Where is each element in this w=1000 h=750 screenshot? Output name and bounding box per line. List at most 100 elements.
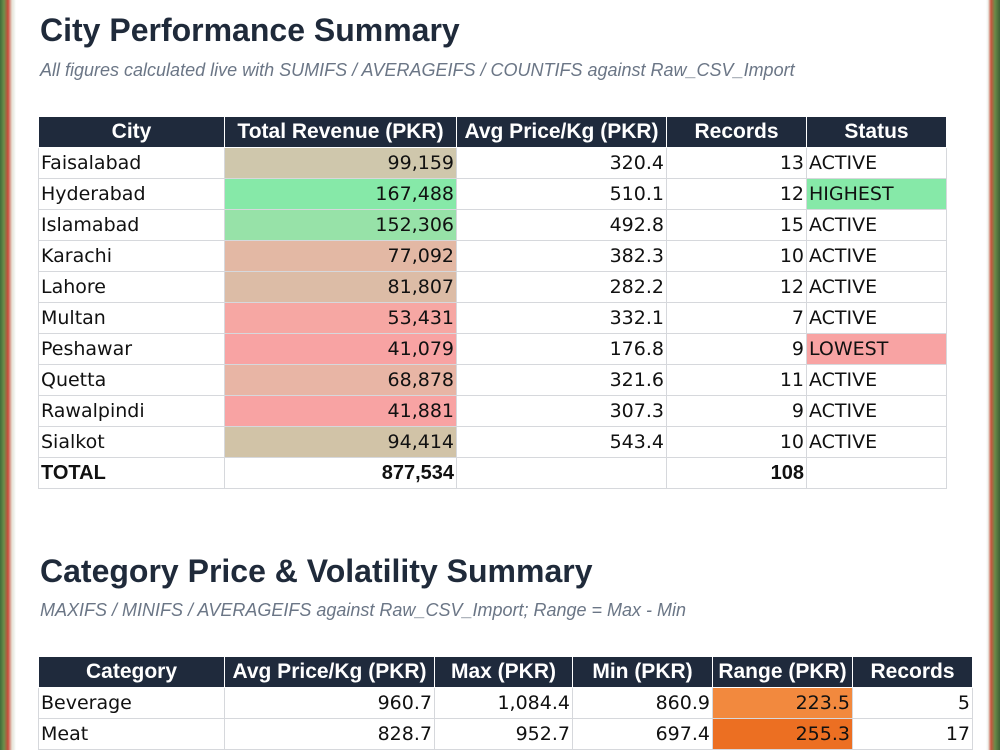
table-row: Rawalpindi 41,881 307.3 9 ACTIVE <box>38 395 947 427</box>
avg-price-cell[interactable]: 321.6 <box>456 364 667 396</box>
revenue-cell[interactable]: 81,807 <box>224 271 457 303</box>
header-category[interactable]: Category <box>38 656 225 688</box>
max-cell[interactable]: 1,084.4 <box>434 687 573 719</box>
records-cell[interactable]: 11 <box>666 364 807 396</box>
city-cell[interactable]: Lahore <box>38 271 225 303</box>
revenue-cell[interactable]: 53,431 <box>224 302 457 334</box>
header-cat-avg-price[interactable]: Avg Price/Kg (PKR) <box>224 656 435 688</box>
records-cell[interactable]: 10 <box>666 240 807 272</box>
status-cell[interactable]: ACTIVE <box>806 364 947 396</box>
avg-price-cell[interactable]: 543.4 <box>456 426 667 458</box>
city-summary-title: City Performance Summary <box>40 12 460 48</box>
header-records[interactable]: Records <box>666 116 807 148</box>
revenue-cell[interactable]: 94,414 <box>224 426 457 458</box>
records-cell[interactable]: 9 <box>666 395 807 427</box>
header-city[interactable]: City <box>38 116 225 148</box>
records-cell[interactable]: 13 <box>666 147 807 179</box>
revenue-cell[interactable]: 41,881 <box>224 395 457 427</box>
table-row: Meat 828.7 952.7 697.4 255.3 17 <box>38 718 973 750</box>
city-table-header-row: City Total Revenue (PKR) Avg Price/Kg (P… <box>38 116 947 148</box>
status-cell[interactable]: ACTIVE <box>806 209 947 241</box>
city-cell[interactable]: Karachi <box>38 240 225 272</box>
city-cell[interactable]: Hyderabad <box>38 178 225 210</box>
table-row: Peshawar 41,079 176.8 9 LOWEST <box>38 333 947 365</box>
city-cell[interactable]: Rawalpindi <box>38 395 225 427</box>
avg-price-cell[interactable]: 307.3 <box>456 395 667 427</box>
total-avg-cell[interactable] <box>456 457 667 489</box>
cat-avg-price-cell[interactable]: 960.7 <box>224 687 435 719</box>
avg-price-cell[interactable]: 176.8 <box>456 333 667 365</box>
status-cell[interactable]: ACTIVE <box>806 302 947 334</box>
header-max[interactable]: Max (PKR) <box>434 656 573 688</box>
table-row: Lahore 81,807 282.2 12 ACTIVE <box>38 271 947 303</box>
avg-price-cell[interactable]: 282.2 <box>456 271 667 303</box>
revenue-cell[interactable]: 99,159 <box>224 147 457 179</box>
table-row: Islamabad 152,306 492.8 15 ACTIVE <box>38 209 947 241</box>
city-cell[interactable]: Sialkot <box>38 426 225 458</box>
total-label-cell[interactable]: TOTAL <box>38 457 225 489</box>
table-row: Faisalabad 99,159 320.4 13 ACTIVE <box>38 147 947 179</box>
category-table-header-row: Category Avg Price/Kg (PKR) Max (PKR) Mi… <box>38 656 973 688</box>
cat-records-cell[interactable]: 5 <box>852 687 973 719</box>
revenue-cell[interactable]: 77,092 <box>224 240 457 272</box>
table-row: Multan 53,431 332.1 7 ACTIVE <box>38 302 947 334</box>
header-range[interactable]: Range (PKR) <box>712 656 853 688</box>
records-cell[interactable]: 12 <box>666 271 807 303</box>
status-cell[interactable]: ACTIVE <box>806 271 947 303</box>
spreadsheet-sheet: City Performance Summary All figures cal… <box>16 0 986 750</box>
header-min[interactable]: Min (PKR) <box>572 656 713 688</box>
table-row: Karachi 77,092 382.3 10 ACTIVE <box>38 240 947 272</box>
records-cell[interactable]: 15 <box>666 209 807 241</box>
total-status-cell[interactable] <box>806 457 947 489</box>
avg-price-cell[interactable]: 510.1 <box>456 178 667 210</box>
revenue-cell[interactable]: 167,488 <box>224 178 457 210</box>
header-avg-price[interactable]: Avg Price/Kg (PKR) <box>456 116 667 148</box>
city-summary-subtitle: All figures calculated live with SUMIFS … <box>40 60 795 80</box>
revenue-cell[interactable]: 41,079 <box>224 333 457 365</box>
table-row: Quetta 68,878 321.6 11 ACTIVE <box>38 364 947 396</box>
avg-price-cell[interactable]: 382.3 <box>456 240 667 272</box>
status-cell[interactable]: ACTIVE <box>806 240 947 272</box>
cat-avg-price-cell[interactable]: 828.7 <box>224 718 435 750</box>
records-cell[interactable]: 9 <box>666 333 807 365</box>
revenue-cell[interactable]: 152,306 <box>224 209 457 241</box>
city-cell[interactable]: Faisalabad <box>38 147 225 179</box>
records-cell[interactable]: 7 <box>666 302 807 334</box>
table-row: Beverage 960.7 1,084.4 860.9 223.5 5 <box>38 687 973 719</box>
table-row: Hyderabad 167,488 510.1 12 HIGHEST <box>38 178 947 210</box>
status-cell[interactable]: ACTIVE <box>806 395 947 427</box>
avg-price-cell[interactable]: 492.8 <box>456 209 667 241</box>
category-cell[interactable]: Meat <box>38 718 225 750</box>
max-cell[interactable]: 952.7 <box>434 718 573 750</box>
city-cell[interactable]: Multan <box>38 302 225 334</box>
header-status[interactable]: Status <box>806 116 947 148</box>
min-cell[interactable]: 697.4 <box>572 718 713 750</box>
city-performance-table: City Total Revenue (PKR) Avg Price/Kg (P… <box>38 116 947 489</box>
city-cell[interactable]: Peshawar <box>38 333 225 365</box>
total-revenue-cell[interactable]: 877,534 <box>224 457 457 489</box>
avg-price-cell[interactable]: 332.1 <box>456 302 667 334</box>
city-cell[interactable]: Islamabad <box>38 209 225 241</box>
status-cell[interactable]: LOWEST <box>806 333 947 365</box>
min-cell[interactable]: 860.9 <box>572 687 713 719</box>
records-cell[interactable]: 12 <box>666 178 807 210</box>
category-summary-title: Category Price & Volatility Summary <box>40 553 593 589</box>
total-records-cell[interactable]: 108 <box>666 457 807 489</box>
avg-price-cell[interactable]: 320.4 <box>456 147 667 179</box>
records-cell[interactable]: 10 <box>666 426 807 458</box>
revenue-cell[interactable]: 68,878 <box>224 364 457 396</box>
range-cell[interactable]: 223.5 <box>712 687 853 719</box>
table-row: Sialkot 94,414 543.4 10 ACTIVE <box>38 426 947 458</box>
range-cell[interactable]: 255.3 <box>712 718 853 750</box>
header-cat-records[interactable]: Records <box>852 656 973 688</box>
status-cell[interactable]: HIGHEST <box>806 178 947 210</box>
header-total-revenue[interactable]: Total Revenue (PKR) <box>224 116 457 148</box>
city-cell[interactable]: Quetta <box>38 364 225 396</box>
cat-records-cell[interactable]: 17 <box>852 718 973 750</box>
status-cell[interactable]: ACTIVE <box>806 147 947 179</box>
category-summary-subtitle: MAXIFS / MINIFS / AVERAGEIFS against Raw… <box>40 600 687 620</box>
category-cell[interactable]: Beverage <box>38 687 225 719</box>
status-cell[interactable]: ACTIVE <box>806 426 947 458</box>
total-row: TOTAL 877,534 108 <box>38 457 947 489</box>
category-summary-table: Category Avg Price/Kg (PKR) Max (PKR) Mi… <box>38 656 973 750</box>
